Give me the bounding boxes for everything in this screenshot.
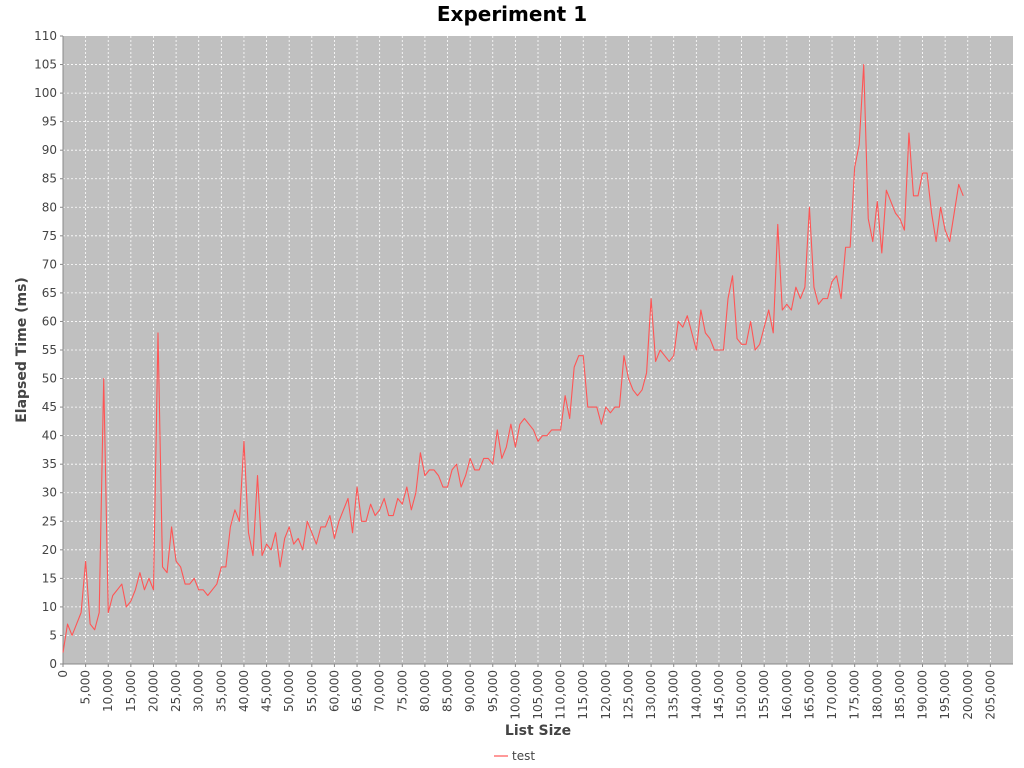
x-tick-label: 70,000: [373, 670, 387, 712]
y-tick-label: 5: [49, 628, 57, 642]
y-tick-label: 70: [42, 257, 57, 271]
y-tick-label: 85: [42, 172, 57, 186]
x-tick-label: 90,000: [463, 670, 477, 712]
x-tick-label: 30,000: [192, 670, 206, 712]
x-tick-label: 125,000: [621, 670, 635, 720]
x-tick-label: 170,000: [825, 670, 839, 720]
legend-label-test: test: [512, 749, 535, 763]
x-tick-label: 190,000: [916, 670, 930, 720]
x-tick-label: 55,000: [305, 670, 319, 712]
y-tick-label: 80: [42, 200, 57, 214]
x-tick-label: 110,000: [554, 670, 568, 720]
x-tick-label: 65,000: [350, 670, 364, 712]
x-tick-label: 35,000: [214, 670, 228, 712]
x-tick-label: 145,000: [712, 670, 726, 720]
x-tick-label: 160,000: [780, 670, 794, 720]
x-tick-label: 100,000: [508, 670, 522, 720]
x-tick-label: 5,000: [79, 670, 93, 704]
x-tick-label: 130,000: [644, 670, 658, 720]
y-tick-label: 110: [34, 29, 57, 43]
y-tick-label: 95: [42, 115, 57, 129]
x-tick-label: 105,000: [531, 670, 545, 720]
x-tick-label: 115,000: [576, 670, 590, 720]
x-tick-label: 15,000: [124, 670, 138, 712]
x-tick-label: 120,000: [599, 670, 613, 720]
y-tick-label: 75: [42, 229, 57, 243]
y-tick-label: 90: [42, 143, 57, 157]
x-tick-label: 195,000: [938, 670, 952, 720]
y-axis-label: Elapsed Time (ms): [14, 277, 30, 423]
y-tick-label: 65: [42, 286, 57, 300]
x-tick-label: 95,000: [486, 670, 500, 712]
y-tick-label: 105: [34, 58, 57, 72]
y-tick-label: 60: [42, 314, 57, 328]
y-tick-label: 15: [42, 571, 57, 585]
x-tick-label: 80,000: [418, 670, 432, 712]
y-tick-label: 20: [42, 543, 57, 557]
x-tick-label: 75,000: [395, 670, 409, 712]
x-tick-label: 200,000: [961, 670, 975, 720]
y-tick-label: 55: [42, 343, 57, 357]
x-tick-label: 10,000: [101, 670, 115, 712]
x-tick-label: 40,000: [237, 670, 251, 712]
x-axis-label: List Size: [505, 723, 571, 739]
legend: test: [494, 749, 535, 763]
x-tick-label: 165,000: [802, 670, 816, 720]
x-tick-label: 45,000: [260, 670, 274, 712]
gridlines: [63, 36, 1013, 664]
x-tick-label: 155,000: [757, 670, 771, 720]
y-tick-label: 100: [34, 86, 57, 100]
x-tick-label: 185,000: [893, 670, 907, 720]
x-tick-label: 60,000: [327, 670, 341, 712]
x-tick-label: 205,000: [983, 670, 997, 720]
y-tick-label: 45: [42, 400, 57, 414]
y-tick-label: 30: [42, 486, 57, 500]
x-tick-label: 150,000: [735, 670, 749, 720]
x-tick-label: 140,000: [689, 670, 703, 720]
y-tick-label: 10: [42, 600, 57, 614]
x-tick-label: 25,000: [169, 670, 183, 712]
y-tick-label: 35: [42, 457, 57, 471]
x-tick-label: 0: [56, 670, 70, 678]
y-tick-label: 25: [42, 514, 57, 528]
chart-title: Experiment 1: [437, 2, 587, 26]
x-tick-label: 175,000: [848, 670, 862, 720]
y-tick-label: 40: [42, 429, 57, 443]
x-tick-label: 85,000: [441, 670, 455, 712]
x-tick-label: 20,000: [146, 670, 160, 712]
y-axis-ticks: 0 5 10 15 20 25 30 35 40 45 50 55 60 65 70 75 80 85 90 95 10…: [34, 29, 63, 671]
x-tick-label: 50,000: [282, 670, 296, 712]
y-tick-label: 50: [42, 372, 57, 386]
series-line-test: [62, 64, 964, 653]
y-tick-label: 0: [49, 657, 57, 671]
series-layer: [62, 64, 964, 653]
x-axis-ticks: 0 5,000 10,000 15,000 20,000 25,000 30,000 35,0…: [56, 664, 997, 720]
x-tick-label: 135,000: [667, 670, 681, 720]
x-tick-label: 180,000: [870, 670, 884, 720]
